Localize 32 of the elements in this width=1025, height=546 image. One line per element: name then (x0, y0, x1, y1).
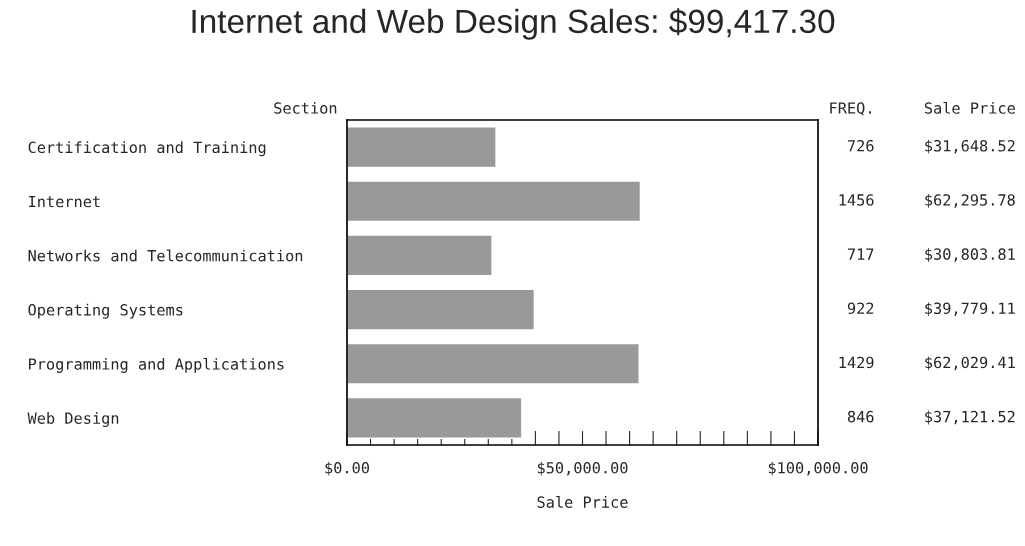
bar (347, 342, 640, 385)
bar (347, 234, 493, 277)
text: 1456 (839, 194, 874, 206)
text: 726 (847, 140, 874, 152)
y-tick-label: Certification and Training (28, 141, 266, 157)
x-tick-label: $100,000.00 (768, 461, 868, 476)
text: 846 (847, 410, 874, 423)
data-label: $30,803.81 (925, 248, 1015, 262)
text: 1429 (839, 356, 874, 369)
text: Sale Price (924, 101, 1015, 114)
data-label: $62,295.78 (925, 193, 1015, 208)
data-label: $37,121.52 (925, 410, 1015, 425)
data-label: $31,648.52 (925, 139, 1015, 154)
bar (347, 126, 497, 169)
bar (347, 288, 536, 331)
text: 717 (847, 248, 874, 260)
text: 922 (847, 302, 874, 315)
x-axis-title: Sale Price (537, 495, 628, 508)
data-label: $62,029.41 (925, 356, 1015, 371)
y-tick-label: Programming and Applications (29, 357, 284, 373)
data-label: $39,779.11 (925, 302, 1015, 317)
bar (347, 180, 642, 223)
chart-title: Internet and Web Design Sales: $99,417.30 (192, 8, 835, 40)
y-tick-label: Web Design (27, 412, 119, 427)
x-tick-label: $50,000.00 (537, 461, 628, 476)
y-tick-label: Internet (29, 195, 100, 208)
y-axis-title: Section (274, 101, 337, 114)
bar (347, 396, 523, 439)
text: FREQ. (830, 102, 871, 116)
x-tick-label: $0.00 (325, 461, 369, 476)
y-tick-label: Networks and Telecommunication (28, 249, 303, 262)
y-tick-label: Operating Systems (28, 303, 183, 319)
